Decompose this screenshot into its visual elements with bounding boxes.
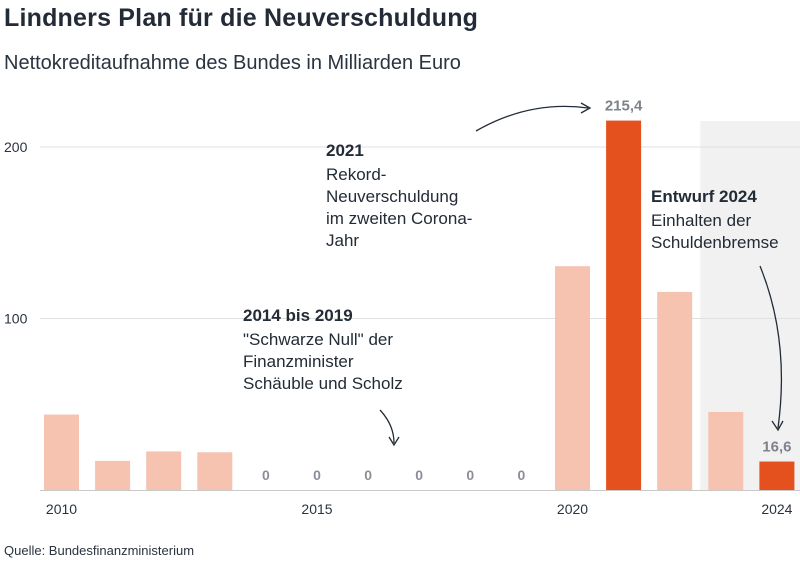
value-labels: 0 0 0 0 0 0 215,4 16,6 xyxy=(262,98,792,483)
annotation-2014-line: Schäuble und Scholz xyxy=(243,374,403,393)
annotation-2021: 2021 Rekord- Neuverschuldung im zweiten … xyxy=(326,102,592,250)
annotation-2021-line: im zweiten Corona- xyxy=(326,209,472,228)
x-tick-label: 2020 xyxy=(557,501,588,517)
annotation-2014-line: "Schwarze Null" der xyxy=(243,330,393,349)
annotation-2024-title: Entwurf 2024 xyxy=(651,187,757,206)
x-tick-label: 2024 xyxy=(761,501,792,517)
value-label-2014: 0 xyxy=(262,467,270,483)
chart-title: Lindners Plan für die Neuverschuldung xyxy=(4,4,479,32)
bars xyxy=(44,120,795,491)
value-label-2017: 0 xyxy=(415,467,423,483)
value-label-2015: 0 xyxy=(313,467,321,483)
annotation-2024-line: Schuldenbremse xyxy=(651,233,779,252)
bar-2020 xyxy=(555,266,590,490)
annotation-2021-line: Jahr xyxy=(326,231,359,250)
bar-2012 xyxy=(146,451,182,490)
value-label-2021: 215,4 xyxy=(605,98,643,115)
x-axis: 2010 2015 2020 2024 xyxy=(46,501,793,517)
bar-2024 xyxy=(759,461,795,490)
annotation-2021-title: 2021 xyxy=(326,141,364,160)
annotation-2021-line: Rekord- xyxy=(326,165,386,184)
bar-2010 xyxy=(44,414,79,490)
arrow-2014 xyxy=(379,409,395,444)
arrow-2021 xyxy=(475,105,589,132)
annotation-2021-line: Neuverschuldung xyxy=(326,187,458,206)
x-tick-label: 2010 xyxy=(46,501,77,517)
y-tick-label: 200 xyxy=(4,139,28,155)
bar-2022 xyxy=(657,291,693,490)
y-tick-label: 100 xyxy=(4,311,28,327)
value-label-2019: 0 xyxy=(518,467,526,483)
x-tick-label: 2015 xyxy=(301,501,332,517)
y-axis: 100 200 xyxy=(4,139,28,327)
arrowhead-2014 xyxy=(388,436,400,447)
bar-2013 xyxy=(197,452,233,490)
annotation-2024-line: Einhalten der xyxy=(651,211,752,230)
chart-subtitle: Nettokreditaufnahme des Bundes in Millia… xyxy=(4,52,461,74)
annotation-2014-line: Finanzminister xyxy=(243,352,354,371)
arrowhead-2021 xyxy=(580,102,592,114)
bar-2011 xyxy=(95,460,131,490)
value-label-2016: 0 xyxy=(364,467,372,483)
value-label-2018: 0 xyxy=(466,467,474,483)
annotation-2014: 2014 bis 2019 "Schwarze Null" der Finanz… xyxy=(243,306,403,447)
arrow-2024 xyxy=(759,265,783,429)
arrowhead-2024 xyxy=(771,420,784,432)
annotation-2014-title: 2014 bis 2019 xyxy=(243,306,353,325)
bar-2023 xyxy=(708,411,744,490)
source-note: Quelle: Bundesfinanzministerium xyxy=(4,543,195,558)
bar-2021 xyxy=(606,120,642,491)
annotation-2024: Entwurf 2024 Einhalten der Schuldenbrems… xyxy=(651,187,784,432)
value-label-2024: 16,6 xyxy=(762,439,791,456)
